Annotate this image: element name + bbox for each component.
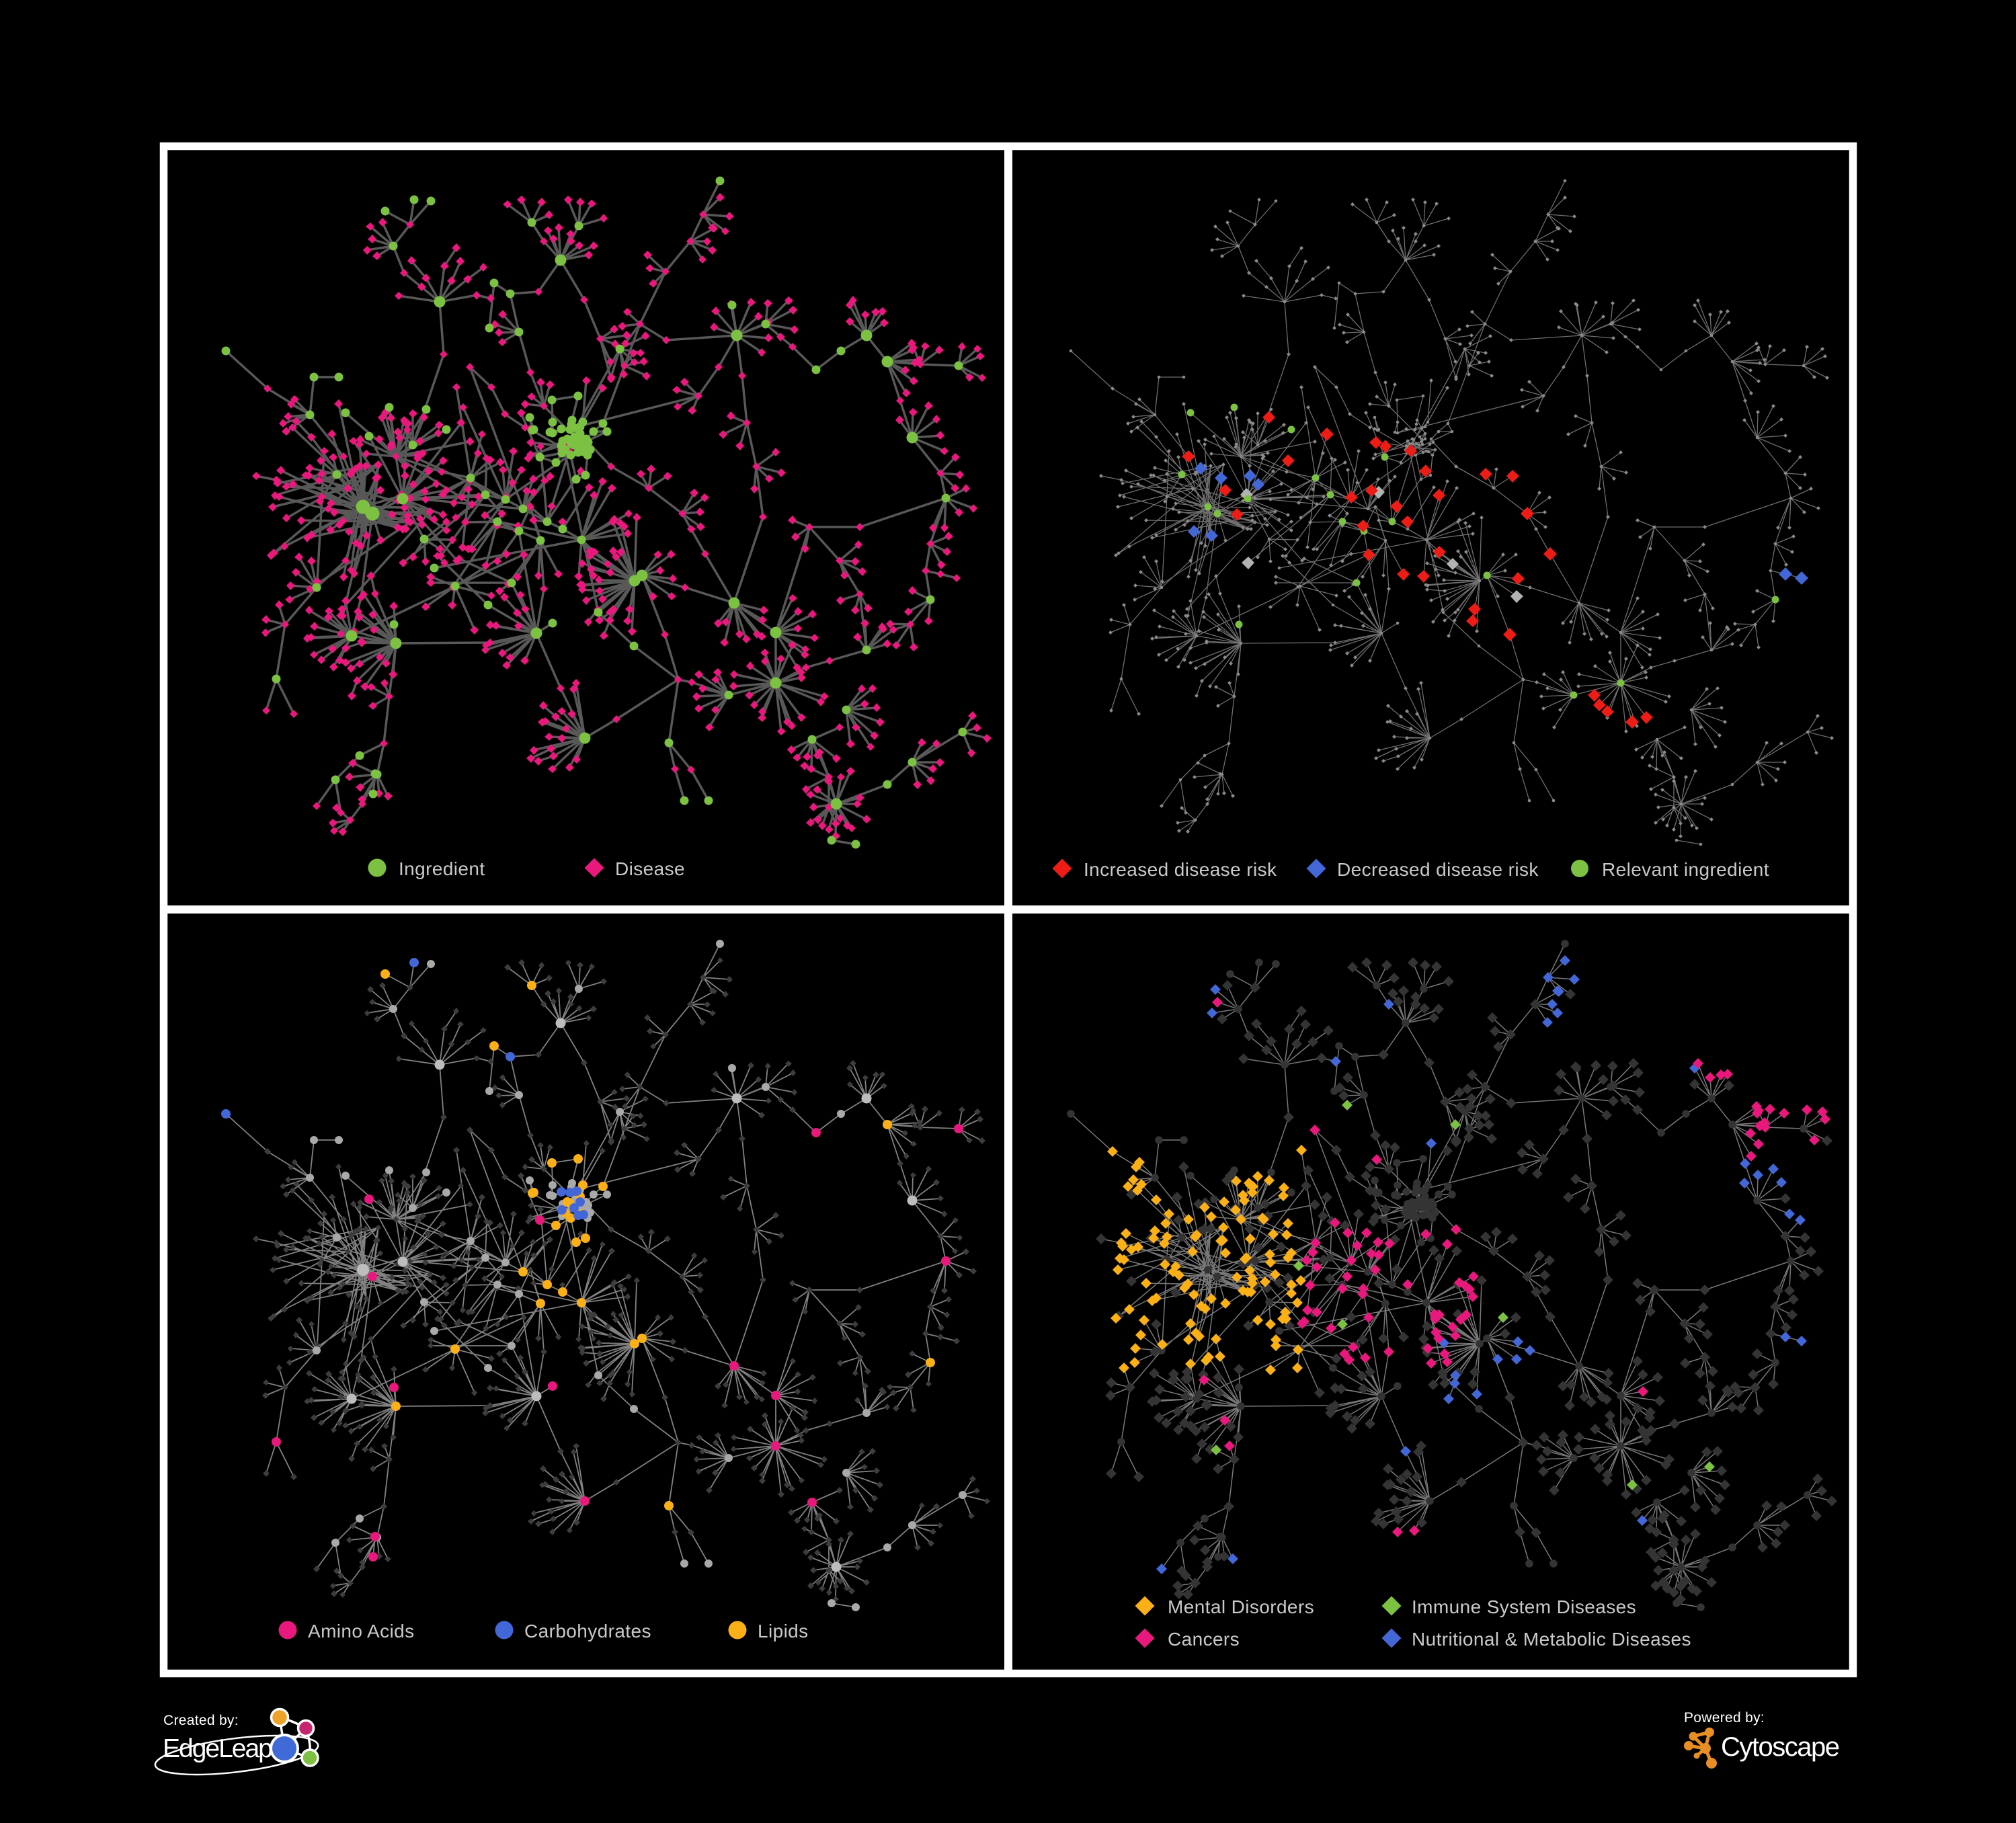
svg-text:Mental Disorders: Mental Disorders [1168, 1596, 1314, 1617]
svg-text:Increased disease risk: Increased disease risk [1084, 859, 1277, 880]
svg-text:Ingredient: Ingredient [399, 858, 485, 879]
svg-text:Decreased disease risk: Decreased disease risk [1337, 859, 1539, 880]
svg-text:Relevant ingredient: Relevant ingredient [1602, 859, 1769, 880]
svg-text:Immune System Diseases: Immune System Diseases [1412, 1596, 1636, 1617]
svg-text:Disease: Disease [615, 858, 685, 879]
svg-text:Amino Acids: Amino Acids [308, 1621, 414, 1642]
svg-text:Cytoscape: Cytoscape [1721, 1732, 1839, 1762]
svg-text:EdgeLeap: EdgeLeap [163, 1734, 272, 1763]
svg-text:Nutritional & Metabolic Diseas: Nutritional & Metabolic Diseases [1412, 1629, 1691, 1650]
svg-text:Carbohydrates: Carbohydrates [524, 1621, 651, 1642]
svg-text:Powered by:: Powered by: [1684, 1710, 1765, 1726]
svg-text:Cancers: Cancers [1168, 1629, 1240, 1650]
svg-text:Created by:: Created by: [163, 1713, 239, 1728]
svg-text:Lipids: Lipids [758, 1621, 809, 1642]
